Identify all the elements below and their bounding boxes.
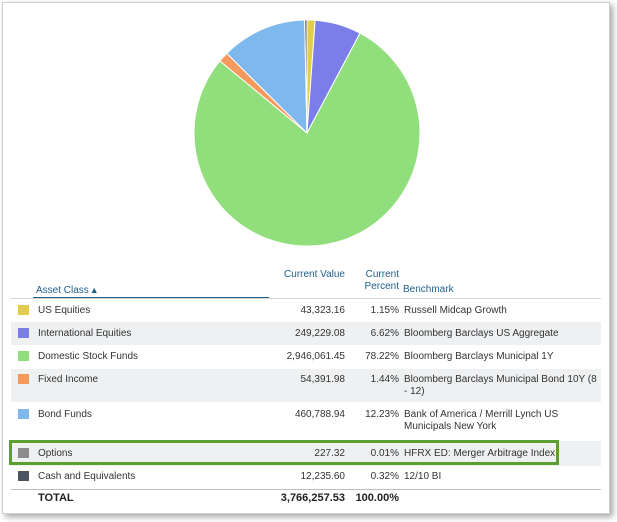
asset-class-cell: Bond Funds <box>38 409 92 420</box>
asset-class-cell: Fixed Income <box>38 374 99 385</box>
current-percent-cell: 6.62% <box>370 328 399 339</box>
current-value-header[interactable]: Current Value <box>284 269 345 280</box>
benchmark-cell: Bloomberg Barclays Municipal Bond 10Y (8… <box>404 374 597 397</box>
benchmark-header[interactable]: Benchmark <box>403 284 454 295</box>
legend-swatch <box>18 351 29 361</box>
current-percent-header[interactable]: Current Percent <box>364 269 399 292</box>
current-percent-cell: 12.23% <box>365 409 399 420</box>
current-percent-cell: 1.44% <box>370 374 399 385</box>
pie-slice-cash-and-equivalents[interactable] <box>304 19 308 134</box>
current-value-cell: 2,946,061.45 <box>286 351 345 362</box>
current-percent-cell: 1.15% <box>370 305 399 316</box>
table-row[interactable]: Fixed Income 54,391.98 1.44% Bloomberg Barc… <box>11 369 601 402</box>
legend-swatch <box>18 448 29 458</box>
current-percent-cell: 78.22% <box>365 351 399 362</box>
asset-class-header[interactable]: Asset Class▲ <box>36 284 99 297</box>
total-divider <box>11 489 601 490</box>
legend-swatch <box>18 409 29 419</box>
table-row[interactable]: US Equities 43,323.16 1.15% Russell Midcap … <box>11 300 601 322</box>
total-label: TOTAL <box>38 492 74 504</box>
current-percent-cell: 0.32% <box>370 471 399 482</box>
legend-swatch <box>18 328 29 338</box>
table-row[interactable]: Domestic Stock Funds 2,946,061.45 78.22% Bl… <box>11 345 601 369</box>
current-percent-cell: 0.01% <box>370 448 399 459</box>
current-value-cell: 460,788.94 <box>294 409 345 420</box>
asset-class-cell: Cash and Equivalents <box>38 471 136 482</box>
asset-class-header-underline <box>33 297 269 298</box>
benchmark-cell: Bloomberg Barclays US Aggregate <box>404 328 559 339</box>
asset-allocation-panel: Asset Class▲ Current Value Current Perce… <box>2 2 610 514</box>
asset-class-cell: International Equities <box>38 328 132 339</box>
benchmark-cell: Bank of America / Merrill Lynch US Munic… <box>404 409 559 432</box>
current-value-cell: 43,323.16 <box>300 305 346 316</box>
pie-slice-bond-funds[interactable] <box>226 19 308 135</box>
legend-swatch <box>18 471 29 481</box>
table-row[interactable]: Cash and Equivalents 12,235.60 0.32% 12/10 … <box>11 466 601 489</box>
current-value-cell: 227.32 <box>314 448 345 459</box>
current-value-cell: 12,235.60 <box>300 471 346 482</box>
total-percent: 100.00% <box>355 492 399 504</box>
table-row[interactable]: Options 227.32 0.01% HFRX ED: Merger Arbitr… <box>11 441 601 466</box>
sort-ascending-icon: ▲ <box>89 285 99 295</box>
asset-class-cell: Options <box>38 448 73 459</box>
asset-class-header-label: Asset Class <box>36 285 89 296</box>
current-value-cell: 54,391.98 <box>300 374 346 385</box>
current-value-cell: 249,229.08 <box>294 328 345 339</box>
table-row[interactable]: International Equities 249,229.08 6.62% Blo… <box>11 322 601 345</box>
total-row: TOTAL 3,766,257.53 100.00% <box>11 492 601 508</box>
legend-swatch <box>18 374 29 384</box>
asset-class-cell: US Equities <box>38 305 91 316</box>
benchmark-cell: Bloomberg Barclays Municipal 1Y <box>404 351 554 362</box>
benchmark-cell: Russell Midcap Growth <box>404 305 507 316</box>
legend-swatch <box>18 305 29 315</box>
benchmark-cell: HFRX ED: Merger Arbitrage Index <box>404 448 556 459</box>
options-row-highlight <box>9 440 559 465</box>
total-value: 3,766,257.53 <box>280 492 345 504</box>
header-divider <box>11 298 601 299</box>
table-row[interactable]: Bond Funds 460,788.94 12.23% Bank of Americ… <box>11 402 601 441</box>
benchmark-cell: 12/10 BI <box>404 471 442 482</box>
asset-class-pie-chart <box>193 19 421 247</box>
asset-class-cell: Domestic Stock Funds <box>38 351 139 362</box>
